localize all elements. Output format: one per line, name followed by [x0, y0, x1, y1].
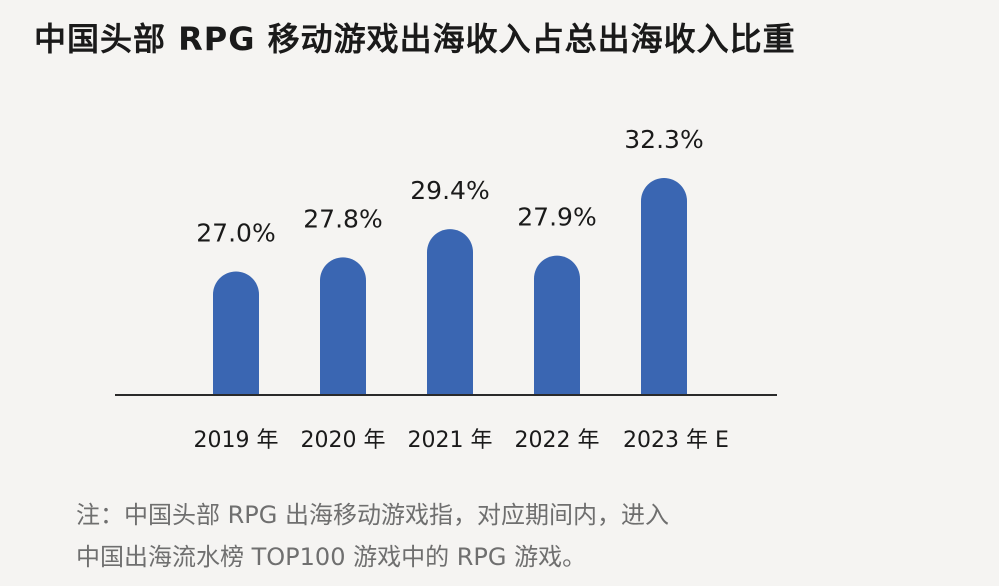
footnote-line-2: 中国出海流水榜 TOP100 游戏中的 RPG 游戏。 [76, 543, 587, 571]
bar-2023-年-E [641, 178, 687, 395]
data-label: 27.9% [517, 203, 596, 232]
data-label: 29.4% [410, 176, 489, 205]
x-tick-label: 2023 年 E [623, 428, 729, 453]
x-tick-label: 2022 年 [515, 428, 600, 453]
chart-title: 中国头部 RPG 移动游戏出海收入占总出海收入比重 [34, 20, 796, 58]
bar-2019-年 [213, 271, 259, 395]
x-tick-label: 2021 年 [408, 428, 493, 453]
data-label: 32.3% [624, 125, 703, 154]
data-label: 27.0% [196, 219, 275, 248]
footnote: 注：中国头部 RPG 出海移动游戏指，对应期间内，进入 中国出海流水榜 TOP1… [76, 494, 956, 578]
bar-2022-年 [534, 255, 580, 395]
data-label: 27.8% [303, 204, 382, 233]
bar-2020-年 [320, 257, 366, 395]
footnote-line-1: 注：中国头部 RPG 出海移动游戏指，对应期间内，进入 [76, 501, 670, 529]
bar-2021-年 [427, 229, 473, 395]
x-tick-label: 2020 年 [301, 428, 386, 453]
bar-chart: 27.0% 27.8% 29.4% 27.9% 32.3% 2019 年 2020 年 20… [115, 125, 777, 453]
x-tick-label: 2019 年 [194, 428, 279, 453]
